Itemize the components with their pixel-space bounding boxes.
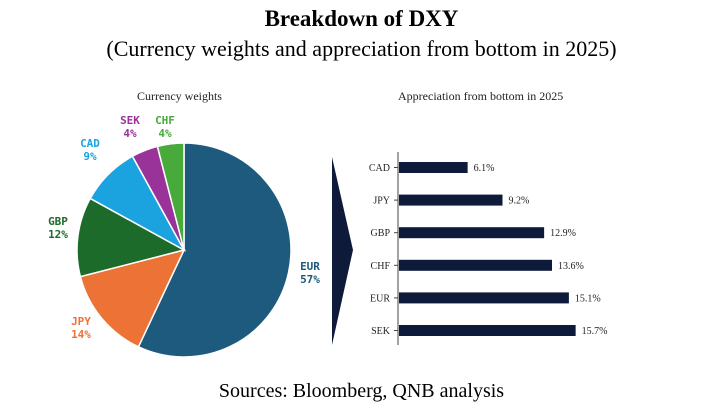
bar-value-eur: 15.1% [575, 293, 601, 304]
bar-jpy [399, 194, 503, 206]
arrow-chevron-icon [332, 157, 353, 345]
pie-value-eur: 57% [300, 273, 320, 286]
pie-label-chf: CHF [155, 114, 175, 127]
bar-gbp [399, 227, 545, 239]
bar-category-sek: SEK [371, 326, 391, 337]
pie-value-cad: 9% [83, 150, 97, 163]
pie-value-chf: 4% [158, 127, 172, 140]
bar-category-chf: CHF [371, 261, 391, 272]
pie-label-gbp: GBP [48, 215, 68, 228]
pie-value-gbp: 12% [48, 228, 68, 241]
bar-value-chf: 13.6% [558, 261, 584, 272]
pie-slice-gbp [76, 197, 187, 278]
bar-cad [399, 162, 468, 173]
pie-slice-eur [137, 142, 292, 358]
pie-value-sek: 4% [123, 127, 137, 140]
bar-category-jpy: JPY [373, 196, 390, 207]
pie-slice-chf [156, 142, 185, 251]
bar-chart: CAD 6.1% JPY 9.2% GBP 12.9% CHF 13.6% EUR 15.1% SE… [369, 152, 608, 345]
bar-chart-title: Appreciation from bottom in 2025 [398, 89, 564, 103]
bar-category-gbp: GBP [371, 228, 391, 239]
bar-category-eur: EUR [370, 293, 390, 304]
bar-chf [399, 259, 552, 271]
pie-label-sek: SEK [120, 114, 140, 127]
chart-subtitle: (Currency weights and appreciation from … [106, 36, 617, 61]
bar-value-jpy: 9.2% [509, 196, 530, 207]
bar-eur [399, 292, 569, 304]
pie-label-cad: CAD [80, 137, 100, 150]
pie-title: Currency weights [137, 89, 222, 103]
bar-category-cad: CAD [369, 163, 390, 174]
bar-sek [399, 325, 576, 336]
pie-label-jpy: JPY [71, 315, 91, 328]
pie-slice-jpy [79, 248, 186, 348]
chart-title: Breakdown of DXY [264, 6, 459, 31]
bar-value-gbp: 12.9% [550, 228, 576, 239]
source-note: Sources: Bloomberg, QNB analysis [218, 380, 505, 402]
bar-value-cad: 6.1% [474, 163, 495, 174]
pie-value-jpy: 14% [71, 328, 91, 341]
pie-label-eur: EUR [300, 260, 320, 273]
bar-value-sek: 15.7% [582, 326, 608, 337]
